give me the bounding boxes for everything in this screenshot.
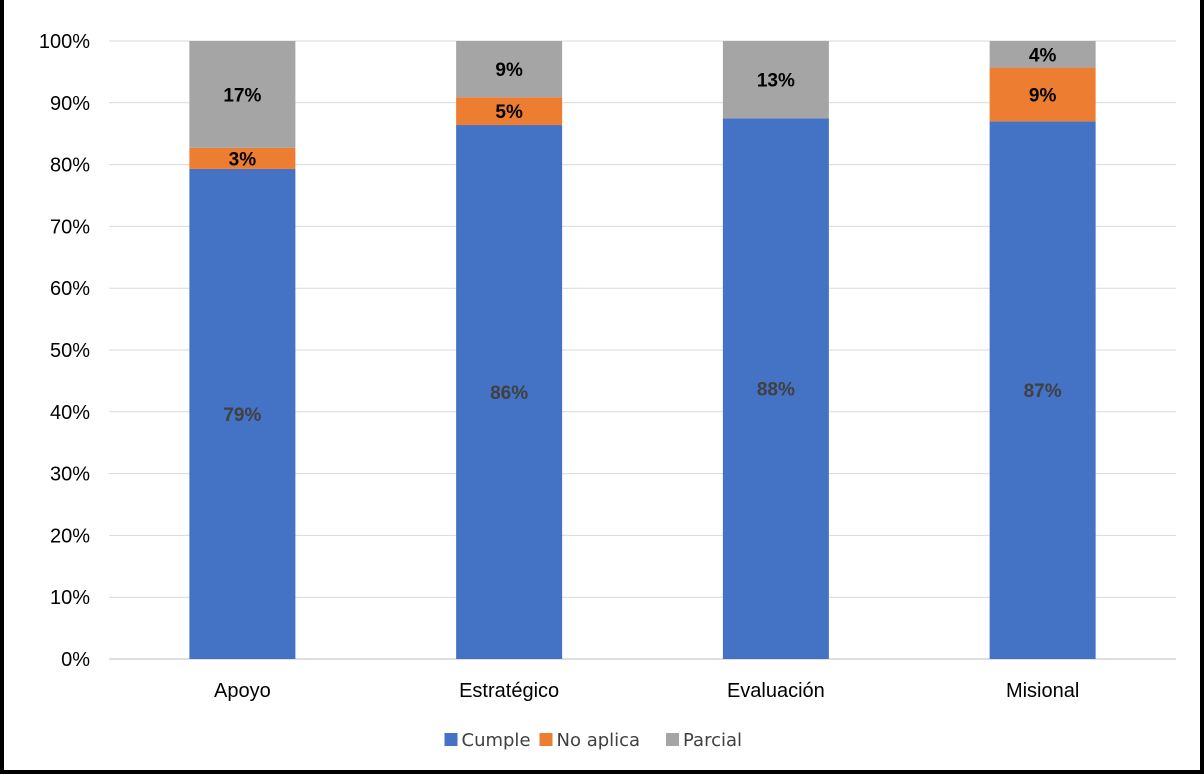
legend-label: Cumple [462,730,531,751]
legend-label: No aplica [557,730,641,751]
y-tick-label: 0% [61,649,90,671]
bar-segment [456,41,563,98]
data-label: 3% [229,149,257,170]
category-label: Evaluación [727,680,825,702]
y-tick-label: 30% [50,464,90,486]
data-label: 9% [495,60,523,81]
legend-swatch [666,733,679,746]
bar-segment [456,125,563,660]
data-label: 4% [1029,45,1057,66]
y-tick-label: 60% [50,278,90,300]
data-label: 87% [1024,381,1062,402]
y-tick-label: 80% [50,155,90,177]
y-tick-label: 20% [50,525,90,547]
legend-label: Parcial [683,730,742,751]
y-tick-label: 40% [50,402,90,424]
y-tick-label: 70% [50,216,90,238]
y-tick-label: 90% [50,93,90,115]
data-label: 5% [495,102,523,123]
bars [189,41,1096,660]
legend: Cumple No aplica Parcial [444,730,742,751]
data-label: 88% [757,380,795,401]
bar-segment [989,67,1096,122]
y-tick-label: 50% [50,340,90,362]
data-label: 13% [757,71,795,92]
category-label: Misional [1006,680,1079,702]
bar-segment [722,41,829,119]
category-label: Apoyo [214,680,271,702]
category-label: Estratégico [459,680,559,702]
data-label: 79% [223,405,261,426]
bar-segment [722,118,829,659]
data-label: 86% [490,383,528,404]
x-axis: Apoyo Estratégico Evaluación Misional [214,680,1079,702]
legend-swatch [539,733,553,746]
legend-swatch [444,733,458,746]
bar-segment [189,41,296,148]
bar-segment [189,147,296,169]
bar-segment [189,168,296,659]
y-tick-label: 100% [39,31,90,53]
y-tick-label: 10% [50,587,90,609]
y-axis: 0% 10% 20% 30% 40% 50% 60% 70% 80% 90% 100% [39,31,90,671]
bar-segment [989,121,1096,660]
data-labels: 79% 3% 17% 86% 5% 9% 88% 13% 87% 9% 4% [223,45,1061,426]
data-label: 17% [223,85,261,106]
bar-segment [989,41,1096,68]
data-label: 9% [1029,85,1057,106]
bar-segment [456,97,563,126]
